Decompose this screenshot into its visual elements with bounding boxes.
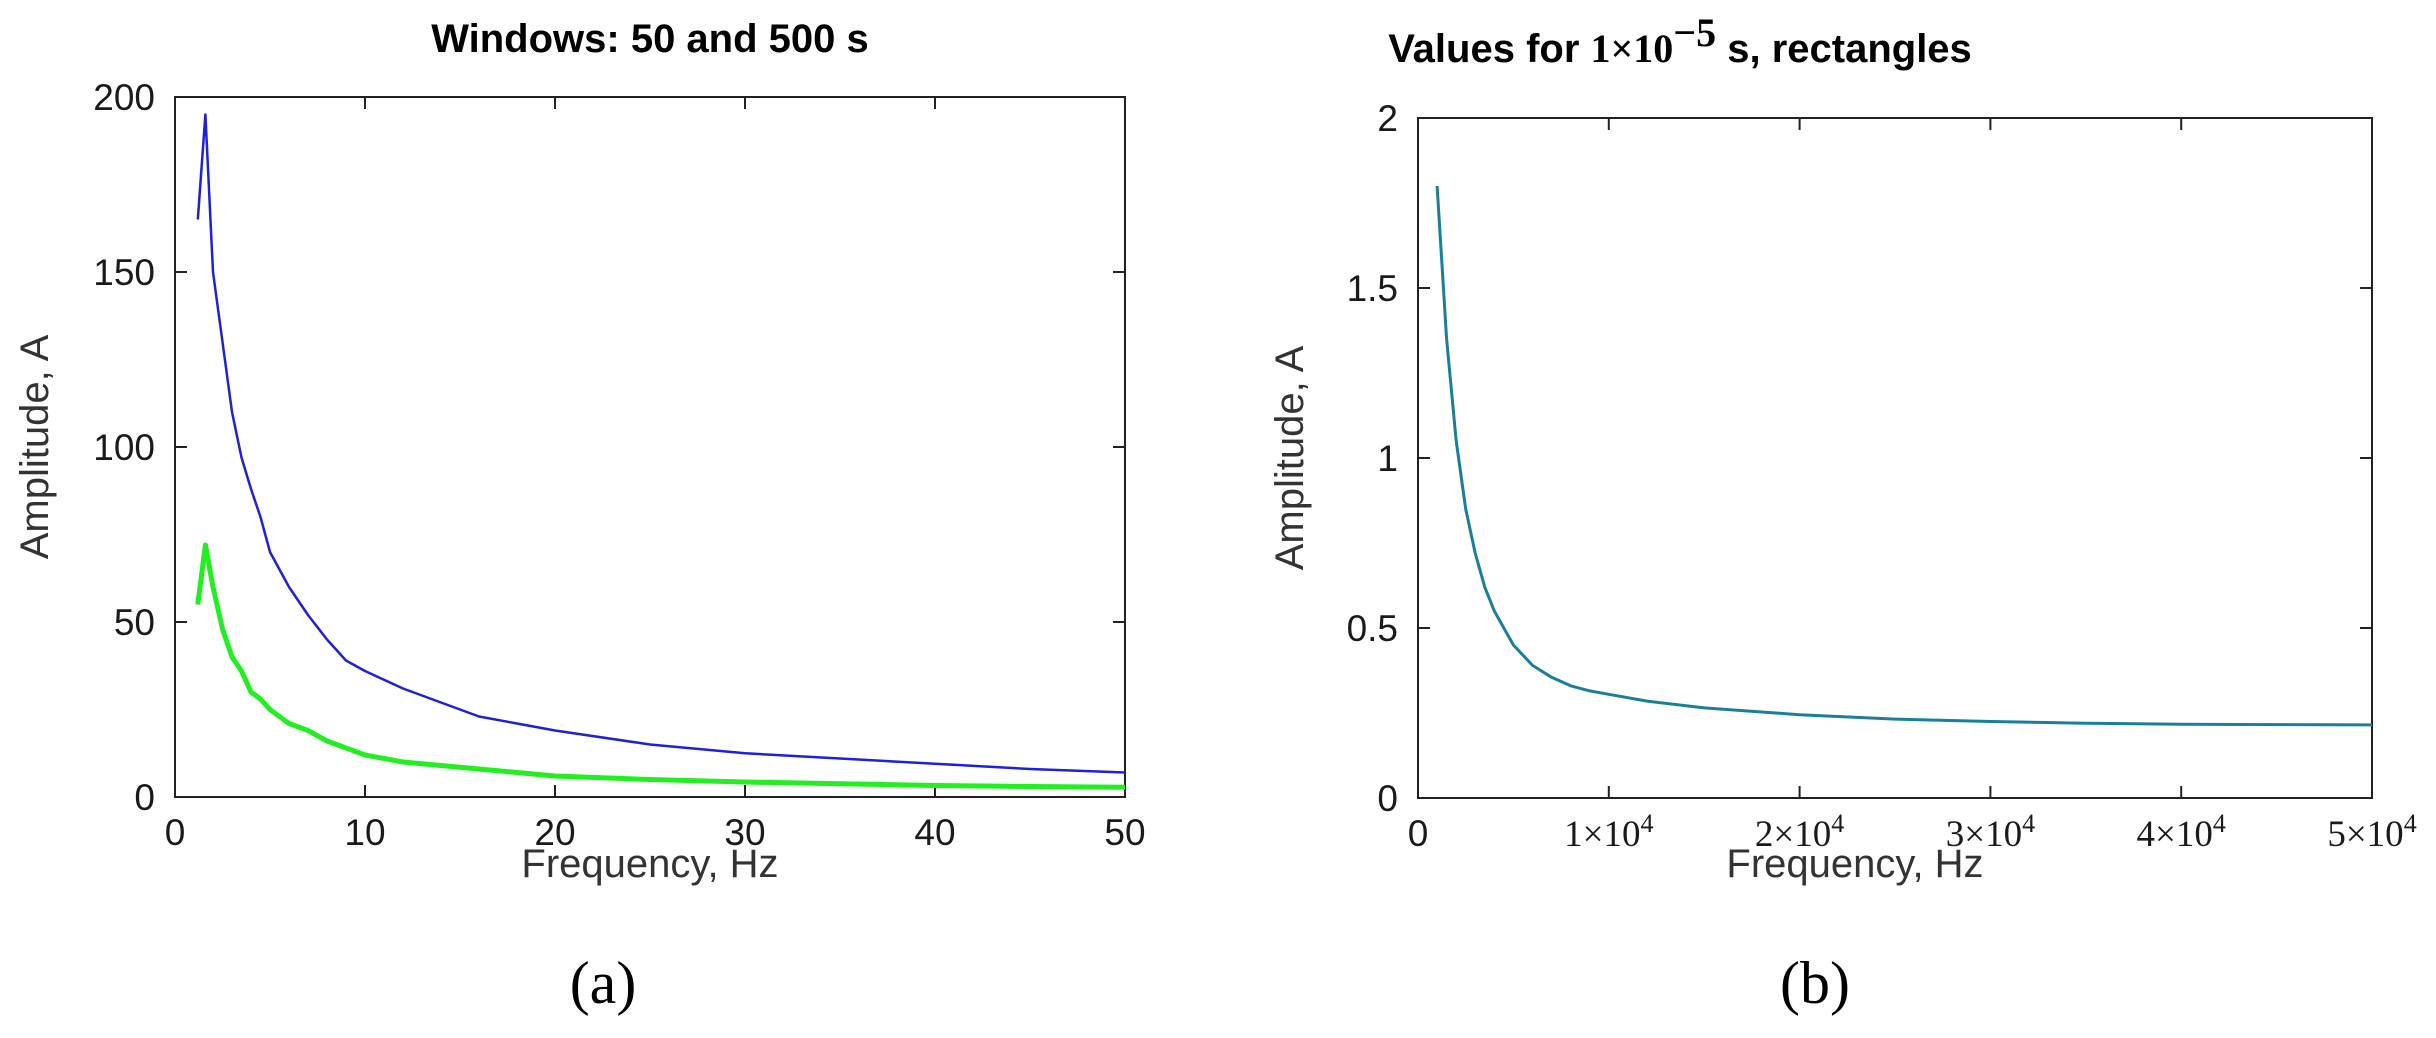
chart-b-x-tick-label: 3×104 (1946, 809, 2035, 855)
chart-b-x-tick-label: 5×104 (2327, 809, 2416, 855)
chart-b-x-tick-mantissa: 2×10 (1755, 814, 1831, 855)
chart-b-x-tick-exponent: 4 (1831, 809, 1844, 838)
panel-b: Values for 1×10−5 s, rectangles 0 1×104 2×… (1268, 10, 2417, 1016)
chart-a-y-tick-label: 100 (93, 427, 155, 468)
chart-b-x-tick-mantissa: 3×10 (1946, 814, 2022, 855)
chart-a-title: Windows: 50 and 500 s (431, 17, 869, 61)
chart-a-x-tick-label: 50 (1104, 812, 1145, 853)
chart-a-y-tick-label: 150 (93, 252, 155, 293)
chart-b-x-tick-mantissa: 1×10 (1564, 814, 1640, 855)
chart-b-title-prefix: Values for (1388, 27, 1590, 71)
chart-b-x-tick-label: 4×104 (2137, 809, 2226, 855)
chart-b-series-line-1 (1435, 185, 2373, 727)
chart-a-x-tick-label: 40 (914, 812, 955, 853)
chart-a-series-line-1 (196, 113, 1126, 774)
chart-b-plot-frame (1417, 117, 2373, 799)
panel-a: Windows: 50 and 500 s 0 10 20 30 40 50 0 50 100… (13, 17, 1146, 1016)
chart-b-y-tick-label: 2 (1377, 98, 1398, 139)
chart-b-title-suffix: s, rectangles (1716, 27, 1972, 71)
chart-b-y-tick-label: 1 (1377, 438, 1398, 479)
chart-b-x-tick-label: 2×104 (1755, 809, 1844, 855)
chart-b-title-sci: 1×10 (1591, 26, 1674, 71)
chart-b-y-ticks: 0 0.5 1 1.5 2 (1347, 98, 2372, 819)
chart-b-x-tick-label: 1×104 (1564, 809, 1653, 855)
chart-b-panel-label: (b) (1780, 950, 1850, 1016)
chart-b-x-tick-exponent: 4 (2022, 809, 2035, 838)
chart-a-plot-frame (174, 96, 1126, 798)
chart-b-x-axis-label: Frequency, Hz (1726, 842, 1983, 886)
chart-b-y-tick-label: 0 (1377, 778, 1398, 819)
chart-a-y-tick-label: 200 (93, 77, 155, 118)
chart-b-series (1435, 185, 2373, 727)
chart-b-y-tick-label: 0.5 (1347, 608, 1398, 649)
chart-a-y-tick-label: 50 (114, 602, 155, 643)
chart-a-x-tick-label: 10 (344, 812, 385, 853)
chart-b-x-tick-mantissa: 5×10 (2327, 814, 2403, 855)
chart-a-series-line-2 (195, 542, 1126, 790)
chart-b-y-axis-label: Amplitude, A (1268, 345, 1312, 570)
chart-a-series (195, 113, 1126, 790)
chart-a-x-tick-label: 30 (724, 812, 765, 853)
chart-a-y-axis-label: Amplitude, A (13, 334, 57, 559)
chart-b-x-tick-exponent: 4 (2213, 809, 2226, 838)
chart-b-x-tick-exponent: 4 (1640, 809, 1653, 838)
chart-b-title: Values for 1×10−5 s, rectangles (1388, 10, 1972, 71)
chart-a-y-tick-label: 0 (134, 777, 155, 818)
chart-a-x-axis-label: Frequency, Hz (521, 842, 778, 886)
chart-a-x-tick-label: 20 (534, 812, 575, 853)
chart-a-panel-label: (a) (570, 950, 637, 1016)
chart-a-x-ticks: 0 10 20 30 40 50 (165, 97, 1146, 853)
chart-b-x-tick-mantissa: 4×10 (2137, 814, 2213, 855)
chart-b-title-sci-exp: −5 (1673, 10, 1716, 55)
chart-b-x-tick-exponent: 4 (2404, 809, 2417, 838)
chart-b-y-tick-label: 1.5 (1347, 268, 1398, 309)
chart-b-x-ticks: 0 1×104 2×104 3×104 4×104 5×104 (1408, 118, 2417, 855)
chart-a-x-tick-label: 0 (165, 812, 186, 853)
chart-b-x-tick-label: 0 (1408, 813, 1429, 854)
chart-a-y-ticks: 0 50 100 150 200 (93, 77, 1125, 818)
